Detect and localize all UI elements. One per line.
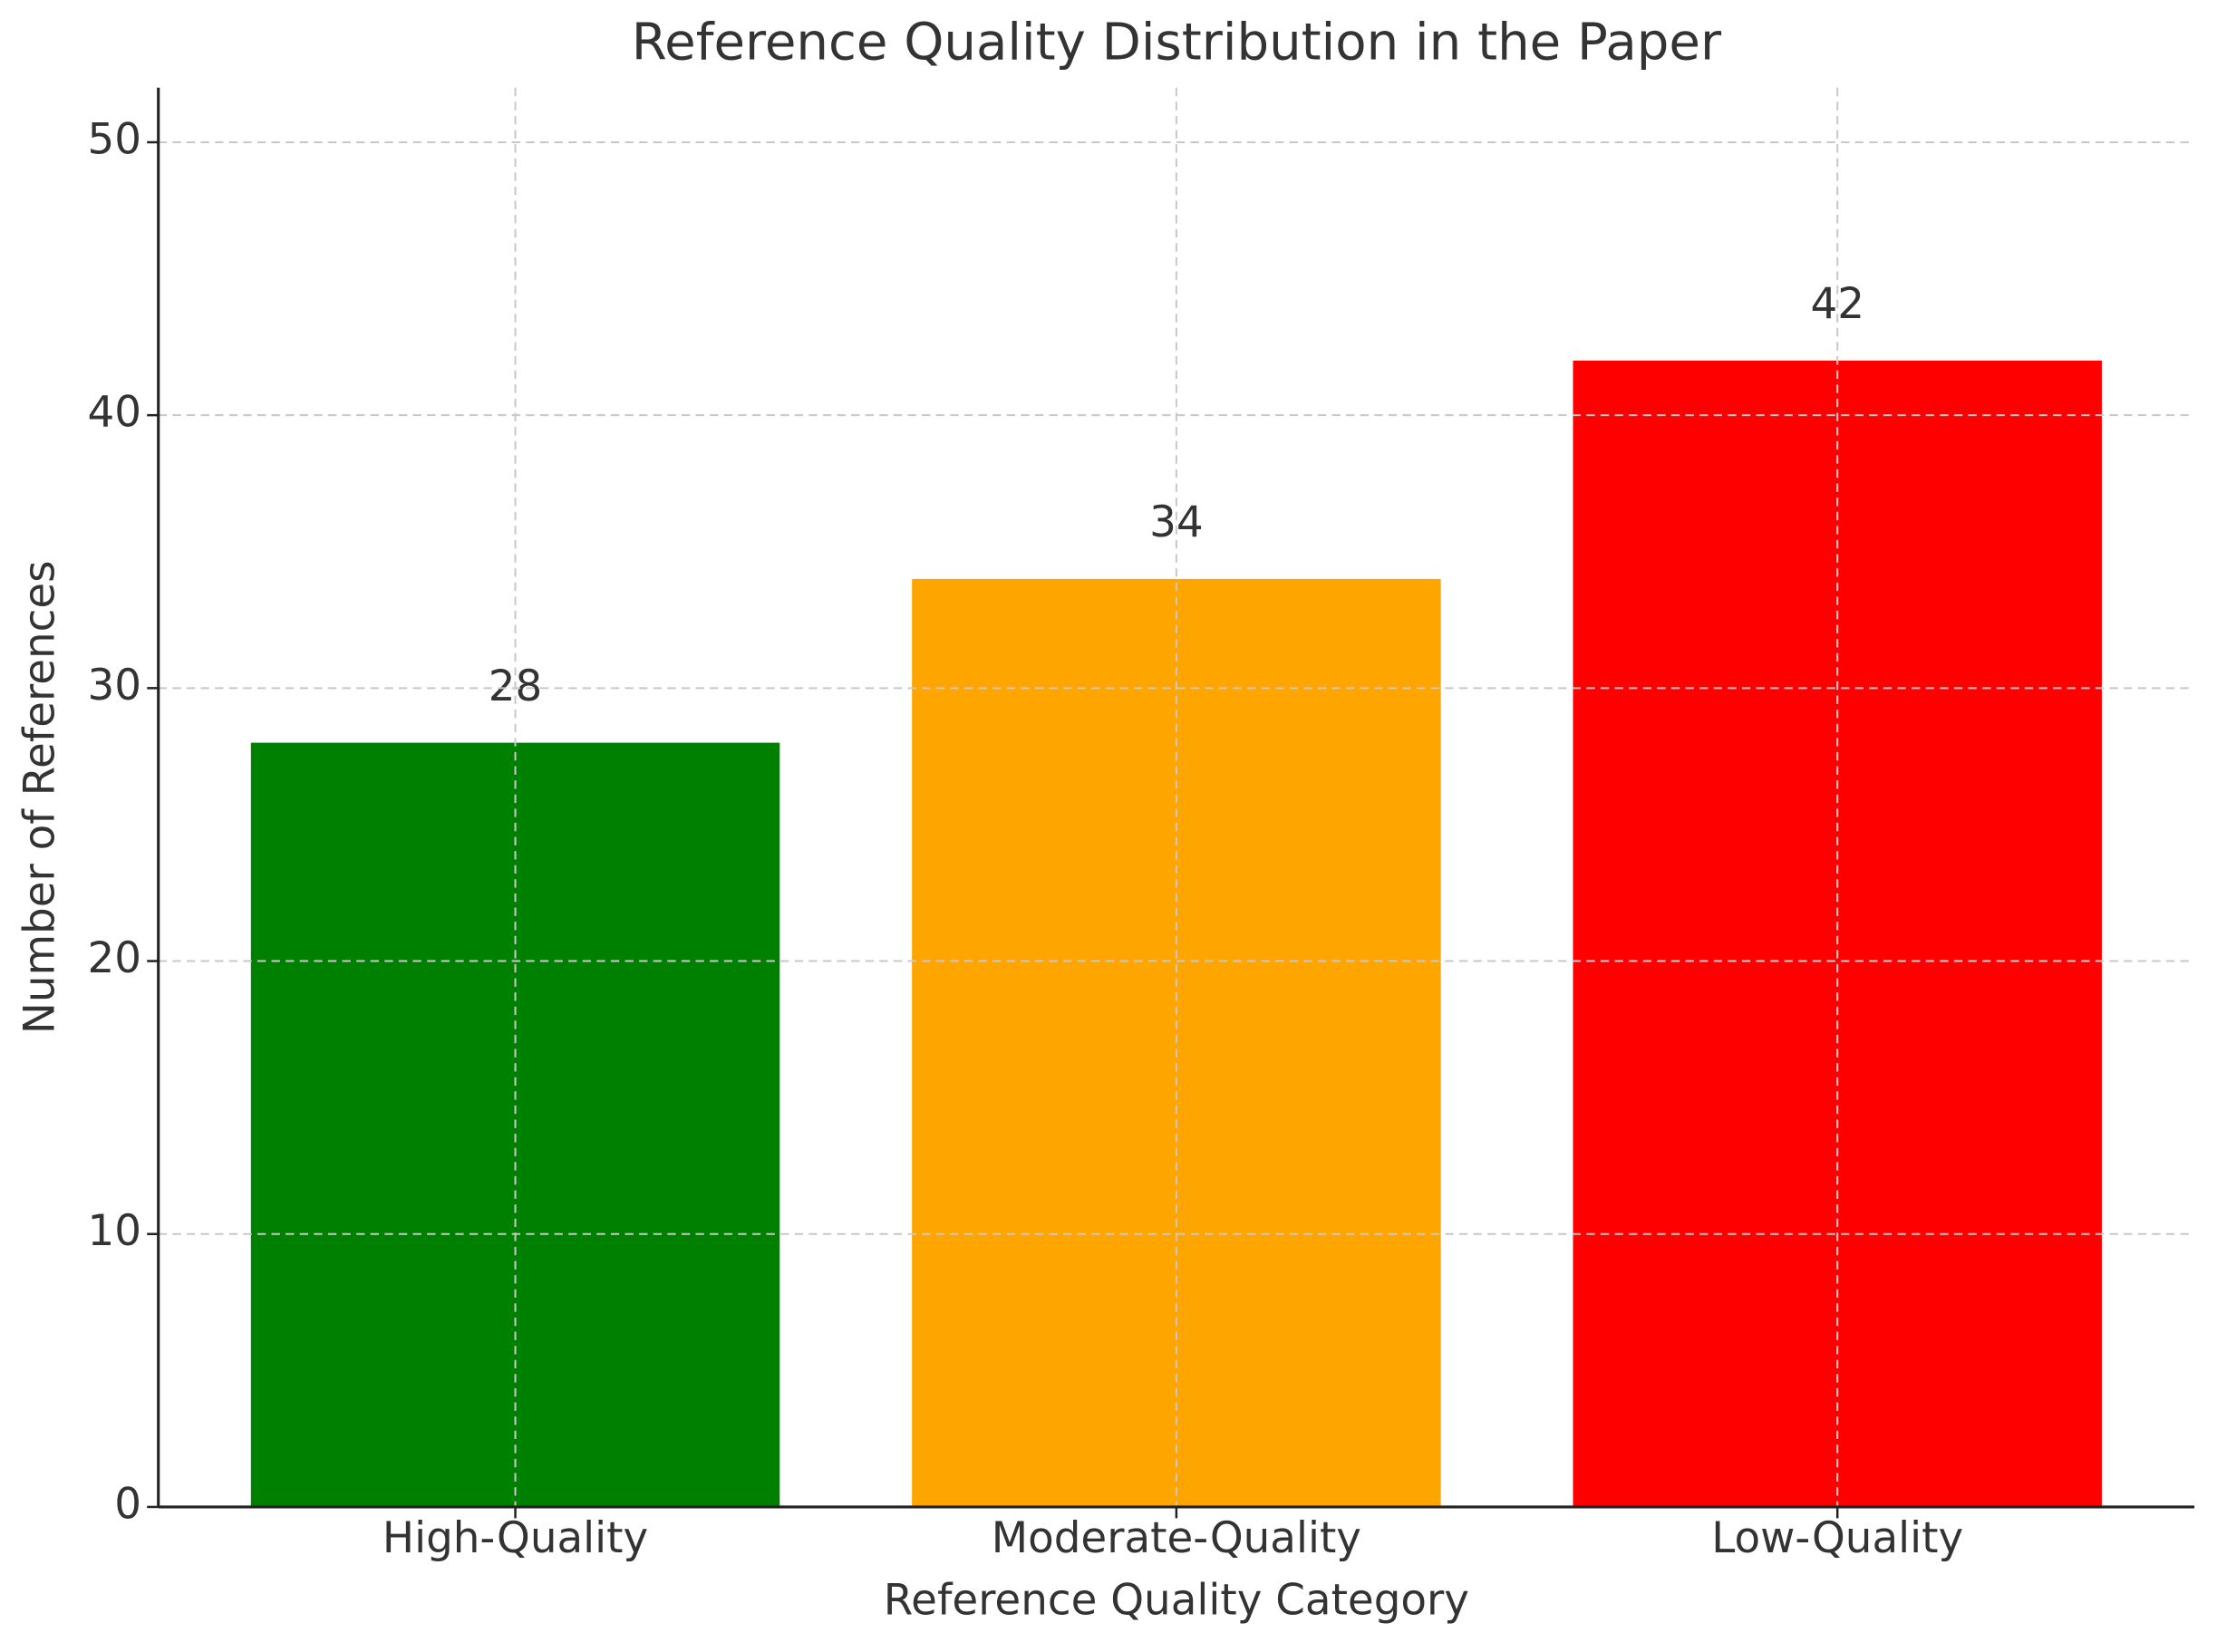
x-tick-label: Low-Quality — [1711, 1514, 1963, 1563]
y-tick-label: 10 — [87, 1207, 141, 1256]
x-axis-label: Reference Quality Category — [884, 1577, 1469, 1626]
bar — [1573, 360, 2102, 1507]
y-tick-label: 30 — [87, 662, 141, 710]
y-tick-label: 20 — [87, 934, 141, 983]
chart-title: Reference Quality Distribution in the Pa… — [632, 14, 1722, 72]
y-axis-label: Number of References — [15, 560, 64, 1034]
value-label: 34 — [1149, 498, 1204, 547]
y-tick-label: 40 — [87, 389, 141, 438]
y-tick-label: 0 — [114, 1480, 141, 1529]
x-tick-label: High-Quality — [382, 1514, 648, 1563]
x-tick-label: Moderate-Quality — [992, 1514, 1361, 1563]
y-tick-label: 50 — [87, 115, 141, 164]
